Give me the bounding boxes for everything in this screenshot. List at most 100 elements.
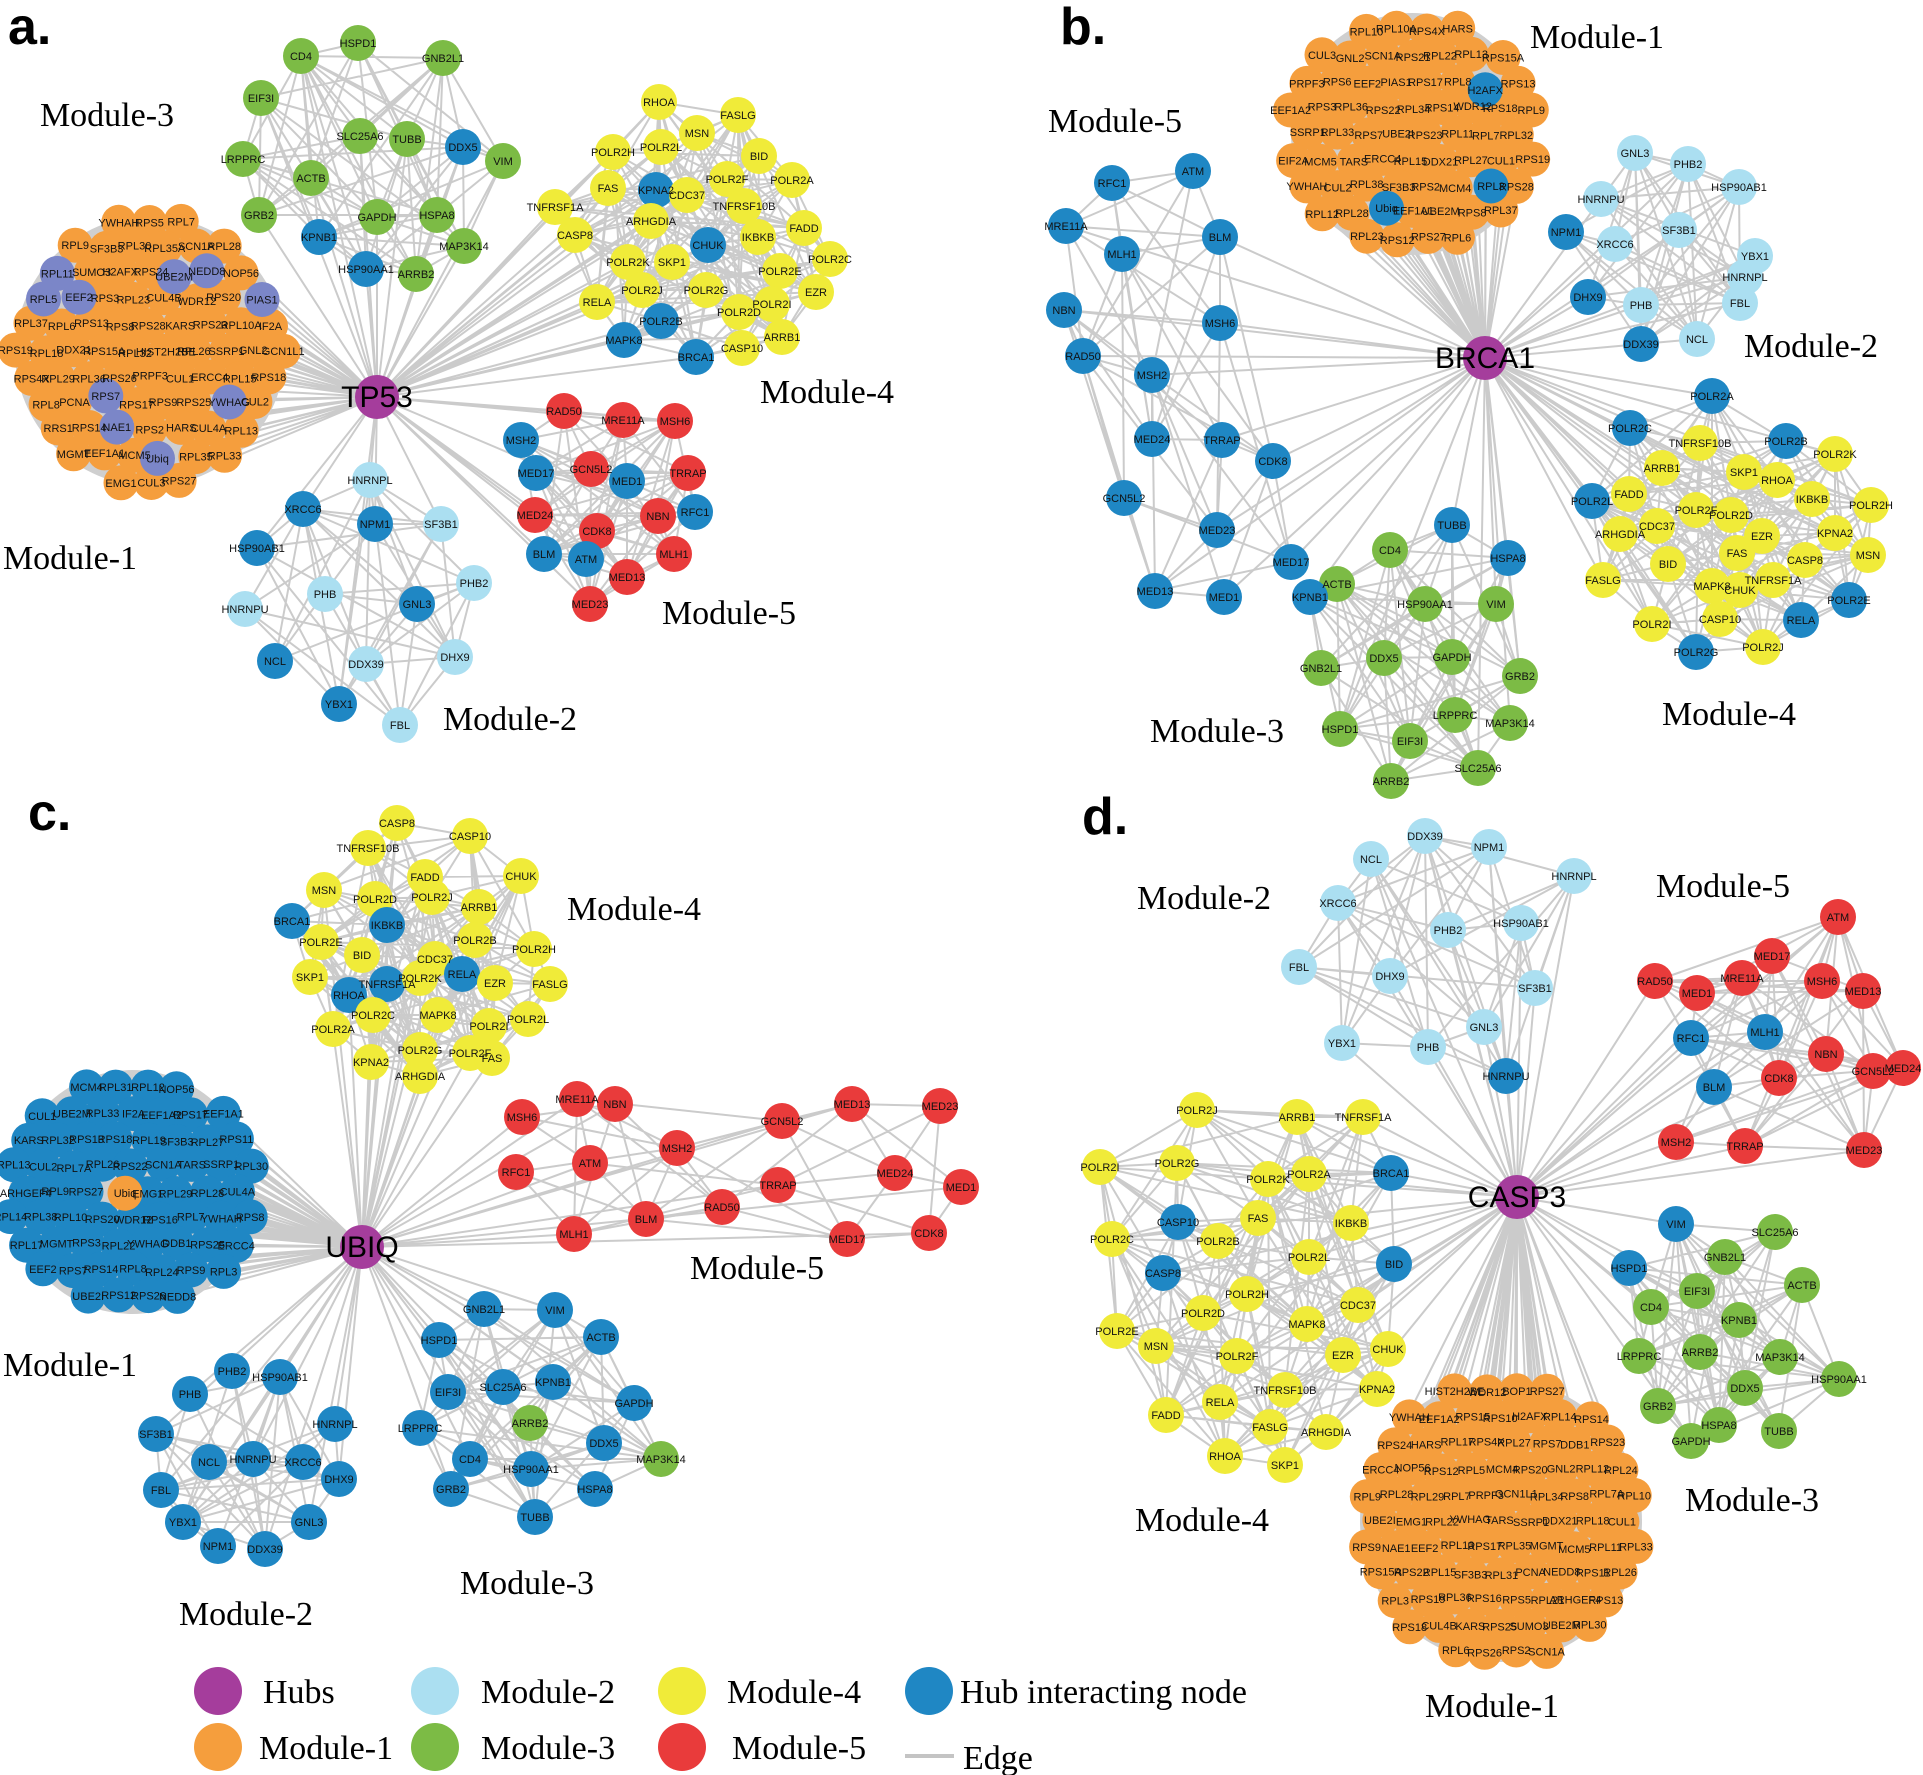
svg-text:HSPA8: HSPA8 [1490, 553, 1525, 565]
svg-text:UBE2M: UBE2M [53, 1109, 91, 1121]
svg-text:RPL36: RPL36 [1334, 101, 1368, 113]
svg-text:RPL14: RPL14 [1543, 1412, 1577, 1424]
svg-text:POLR2J: POLR2J [411, 892, 453, 904]
svg-text:EEF1A1: EEF1A1 [203, 1108, 244, 1120]
svg-text:RAD50: RAD50 [704, 1202, 739, 1214]
svg-text:TARS: TARS [177, 1159, 206, 1171]
svg-text:POLR2I: POLR2I [1080, 1162, 1119, 1174]
svg-text:MED24: MED24 [1134, 434, 1171, 446]
svg-text:POLR2D: POLR2D [717, 307, 761, 319]
svg-text:RPL33: RPL33 [1619, 1541, 1653, 1553]
svg-text:PHB2: PHB2 [1674, 159, 1703, 171]
svg-text:EMG1: EMG1 [105, 478, 136, 490]
svg-text:MED13: MED13 [1137, 586, 1174, 598]
svg-text:H2AFX: H2AFX [102, 266, 138, 278]
svg-text:RPL31: RPL31 [1485, 1570, 1519, 1582]
svg-text:ARRB2: ARRB2 [1682, 1347, 1719, 1359]
svg-text:POLR2E: POLR2E [1827, 595, 1870, 607]
svg-text:LRPPRC: LRPPRC [1617, 1351, 1662, 1363]
svg-text:Module-2: Module-2 [1744, 328, 1878, 365]
svg-text:CUL2: CUL2 [1324, 183, 1352, 195]
svg-text:HSP90AA1: HSP90AA1 [1811, 1374, 1867, 1386]
svg-text:RFC1: RFC1 [1677, 1033, 1706, 1045]
svg-text:Ubiq: Ubiq [146, 453, 169, 465]
svg-text:TNFRSF1A: TNFRSF1A [527, 202, 585, 214]
svg-text:POLR2G: POLR2G [1674, 647, 1719, 659]
svg-text:ARRB1: ARRB1 [1644, 463, 1681, 475]
svg-text:PHB: PHB [314, 589, 337, 601]
svg-text:EEF2: EEF2 [29, 1264, 57, 1276]
svg-text:YWHAG: YWHAG [1450, 1514, 1492, 1526]
svg-text:CUL2: CUL2 [29, 1161, 57, 1173]
svg-text:RPS9: RPS9 [1352, 1542, 1381, 1554]
svg-text:GNL3: GNL3 [403, 599, 432, 611]
svg-text:Module-4: Module-4 [1662, 696, 1796, 733]
svg-text:HSP90AB1: HSP90AB1 [1493, 918, 1549, 930]
svg-text:GNL2: GNL2 [239, 345, 268, 357]
svg-text:LRPPRC: LRPPRC [1433, 710, 1478, 722]
svg-text:MED17: MED17 [518, 468, 555, 480]
svg-text:RPS26: RPS26 [102, 373, 137, 385]
svg-text:CASP8: CASP8 [1145, 1268, 1181, 1280]
svg-text:RPL32: RPL32 [41, 1135, 75, 1147]
svg-text:CDC37: CDC37 [1340, 1300, 1376, 1312]
svg-text:NEDD8: NEDD8 [159, 1291, 196, 1303]
svg-text:RPL19: RPL19 [132, 1135, 166, 1147]
svg-text:RPS27: RPS27 [1530, 1386, 1565, 1398]
svg-text:Module-3: Module-3 [1685, 1482, 1819, 1519]
svg-text:ARRB2: ARRB2 [398, 269, 435, 281]
svg-text:RPS13: RPS13 [74, 318, 109, 330]
svg-text:RPS28: RPS28 [1499, 181, 1534, 193]
svg-text:RPS8: RPS8 [1560, 1491, 1589, 1503]
svg-text:CDK8: CDK8 [582, 526, 611, 538]
svg-text:DHX9: DHX9 [324, 1474, 353, 1486]
svg-text:EIF3I: EIF3I [435, 1387, 461, 1399]
svg-text:RPL10: RPL10 [54, 1212, 88, 1224]
svg-text:MED24: MED24 [877, 1168, 914, 1180]
svg-text:POLR2B: POLR2B [1764, 436, 1807, 448]
svg-text:RPS3: RPS3 [72, 1237, 101, 1249]
svg-text:YBX1: YBX1 [325, 699, 353, 711]
svg-text:RPS7: RPS7 [91, 391, 120, 403]
svg-text:IF2A: IF2A [259, 321, 283, 333]
svg-text:POLR2K: POLR2K [1246, 1174, 1290, 1186]
svg-text:GNL3: GNL3 [295, 1517, 324, 1529]
svg-text:UBE2I: UBE2I [1382, 128, 1414, 140]
svg-text:IF2A: IF2A [122, 1109, 146, 1121]
svg-text:RPS12: RPS12 [1424, 1466, 1459, 1478]
svg-text:POLR2A: POLR2A [1287, 1169, 1331, 1181]
svg-text:TNFRSF10B: TNFRSF10B [1254, 1385, 1317, 1397]
svg-text:POLR2J: POLR2J [621, 285, 663, 297]
svg-text:ATM: ATM [575, 554, 597, 566]
svg-text:RPL32: RPL32 [1499, 130, 1533, 142]
svg-text:UBE2M: UBE2M [1422, 206, 1460, 218]
svg-text:MED23: MED23 [1199, 525, 1236, 537]
svg-text:MAPK8: MAPK8 [1288, 1319, 1325, 1331]
svg-text:SF3B3: SF3B3 [90, 243, 124, 255]
svg-text:BID: BID [750, 151, 768, 163]
svg-text:IKBKB: IKBKB [1335, 1218, 1367, 1230]
svg-text:PHB2: PHB2 [460, 578, 489, 590]
svg-text:MSH2: MSH2 [1661, 1137, 1692, 1149]
svg-text:CASP10: CASP10 [1157, 1217, 1199, 1229]
svg-text:NBN: NBN [603, 1099, 626, 1111]
svg-text:RPS18: RPS18 [251, 372, 286, 384]
svg-text:HNRNPL: HNRNPL [1551, 871, 1596, 883]
svg-text:HNRNPL: HNRNPL [312, 1419, 357, 1431]
svg-text:CUL1: CUL1 [166, 373, 194, 385]
svg-text:RPL13: RPL13 [1441, 1540, 1475, 1552]
svg-text:HSP90AA1: HSP90AA1 [503, 1464, 559, 1476]
svg-text:RPL29: RPL29 [1411, 1492, 1445, 1504]
svg-text:YWHAH: YWHAH [1286, 181, 1327, 193]
svg-text:RPL30: RPL30 [1573, 1619, 1607, 1631]
svg-text:TNFRSF1A: TNFRSF1A [359, 979, 417, 991]
svg-text:NPM1: NPM1 [1474, 842, 1505, 854]
svg-text:CD4: CD4 [1379, 545, 1401, 557]
svg-text:KPNA2: KPNA2 [353, 1057, 389, 1069]
svg-text:RPL27: RPL27 [191, 1137, 225, 1149]
svg-text:SKP1: SKP1 [296, 972, 324, 984]
svg-text:TNFRSF1A: TNFRSF1A [1335, 1112, 1393, 1124]
svg-text:ARRB1: ARRB1 [461, 902, 498, 914]
svg-text:YBX1: YBX1 [1741, 251, 1769, 263]
svg-text:RPS14: RPS14 [1574, 1414, 1609, 1426]
